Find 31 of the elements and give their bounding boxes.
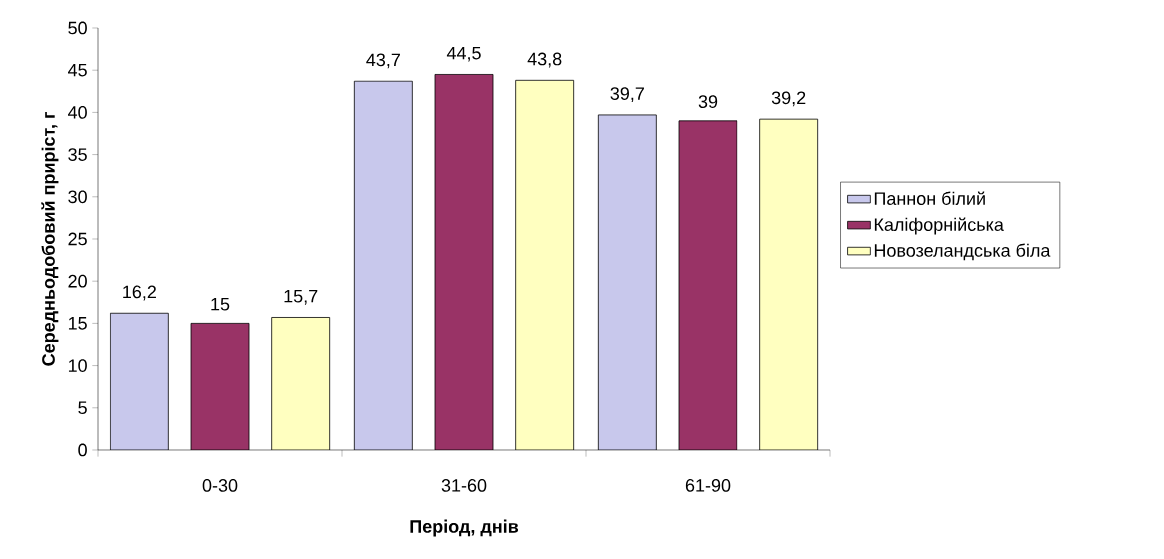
data-label: 43,8 (527, 52, 562, 68)
y-tick-label: 0 (78, 443, 87, 457)
x-tick-label: 61-90 (685, 479, 731, 492)
bar (515, 79, 575, 450)
y-tick-label: 5 (78, 401, 87, 415)
legend-label: Каліфорнійська (874, 217, 1004, 235)
y-tick-label: 30 (68, 190, 87, 204)
data-label: 15 (211, 297, 230, 311)
data-label: 16,2 (123, 285, 156, 301)
data-label: 39,7 (610, 87, 644, 103)
data-label: 43,7 (366, 53, 400, 69)
bar (759, 118, 819, 450)
data-label: 15,7 (284, 289, 318, 305)
x-tick-label: 31-60 (441, 479, 487, 492)
y-tick-label: 35 (68, 148, 87, 161)
legend-label: Новозеландська біла (874, 243, 1051, 261)
legend-label: Паннон білий (874, 191, 985, 205)
y-tick-label: 25 (68, 232, 87, 246)
bar (271, 317, 331, 450)
y-tick-label: 40 (68, 106, 87, 119)
x-tick-label: 0-30 (202, 479, 238, 492)
x-axis-title: Період, днів (410, 519, 519, 537)
data-label: 39 (698, 95, 718, 108)
data-label: 39,2 (771, 91, 806, 107)
y-tick-label: 45 (68, 63, 87, 77)
y-tick-label: 50 (68, 21, 87, 35)
data-label: 44,5 (446, 46, 481, 62)
y-axis-title: Середньодобовий приріст, г (41, 112, 59, 366)
y-tick-label: 20 (68, 274, 87, 288)
y-tick-label: 10 (68, 359, 87, 372)
y-tick-label: 15 (68, 317, 87, 330)
